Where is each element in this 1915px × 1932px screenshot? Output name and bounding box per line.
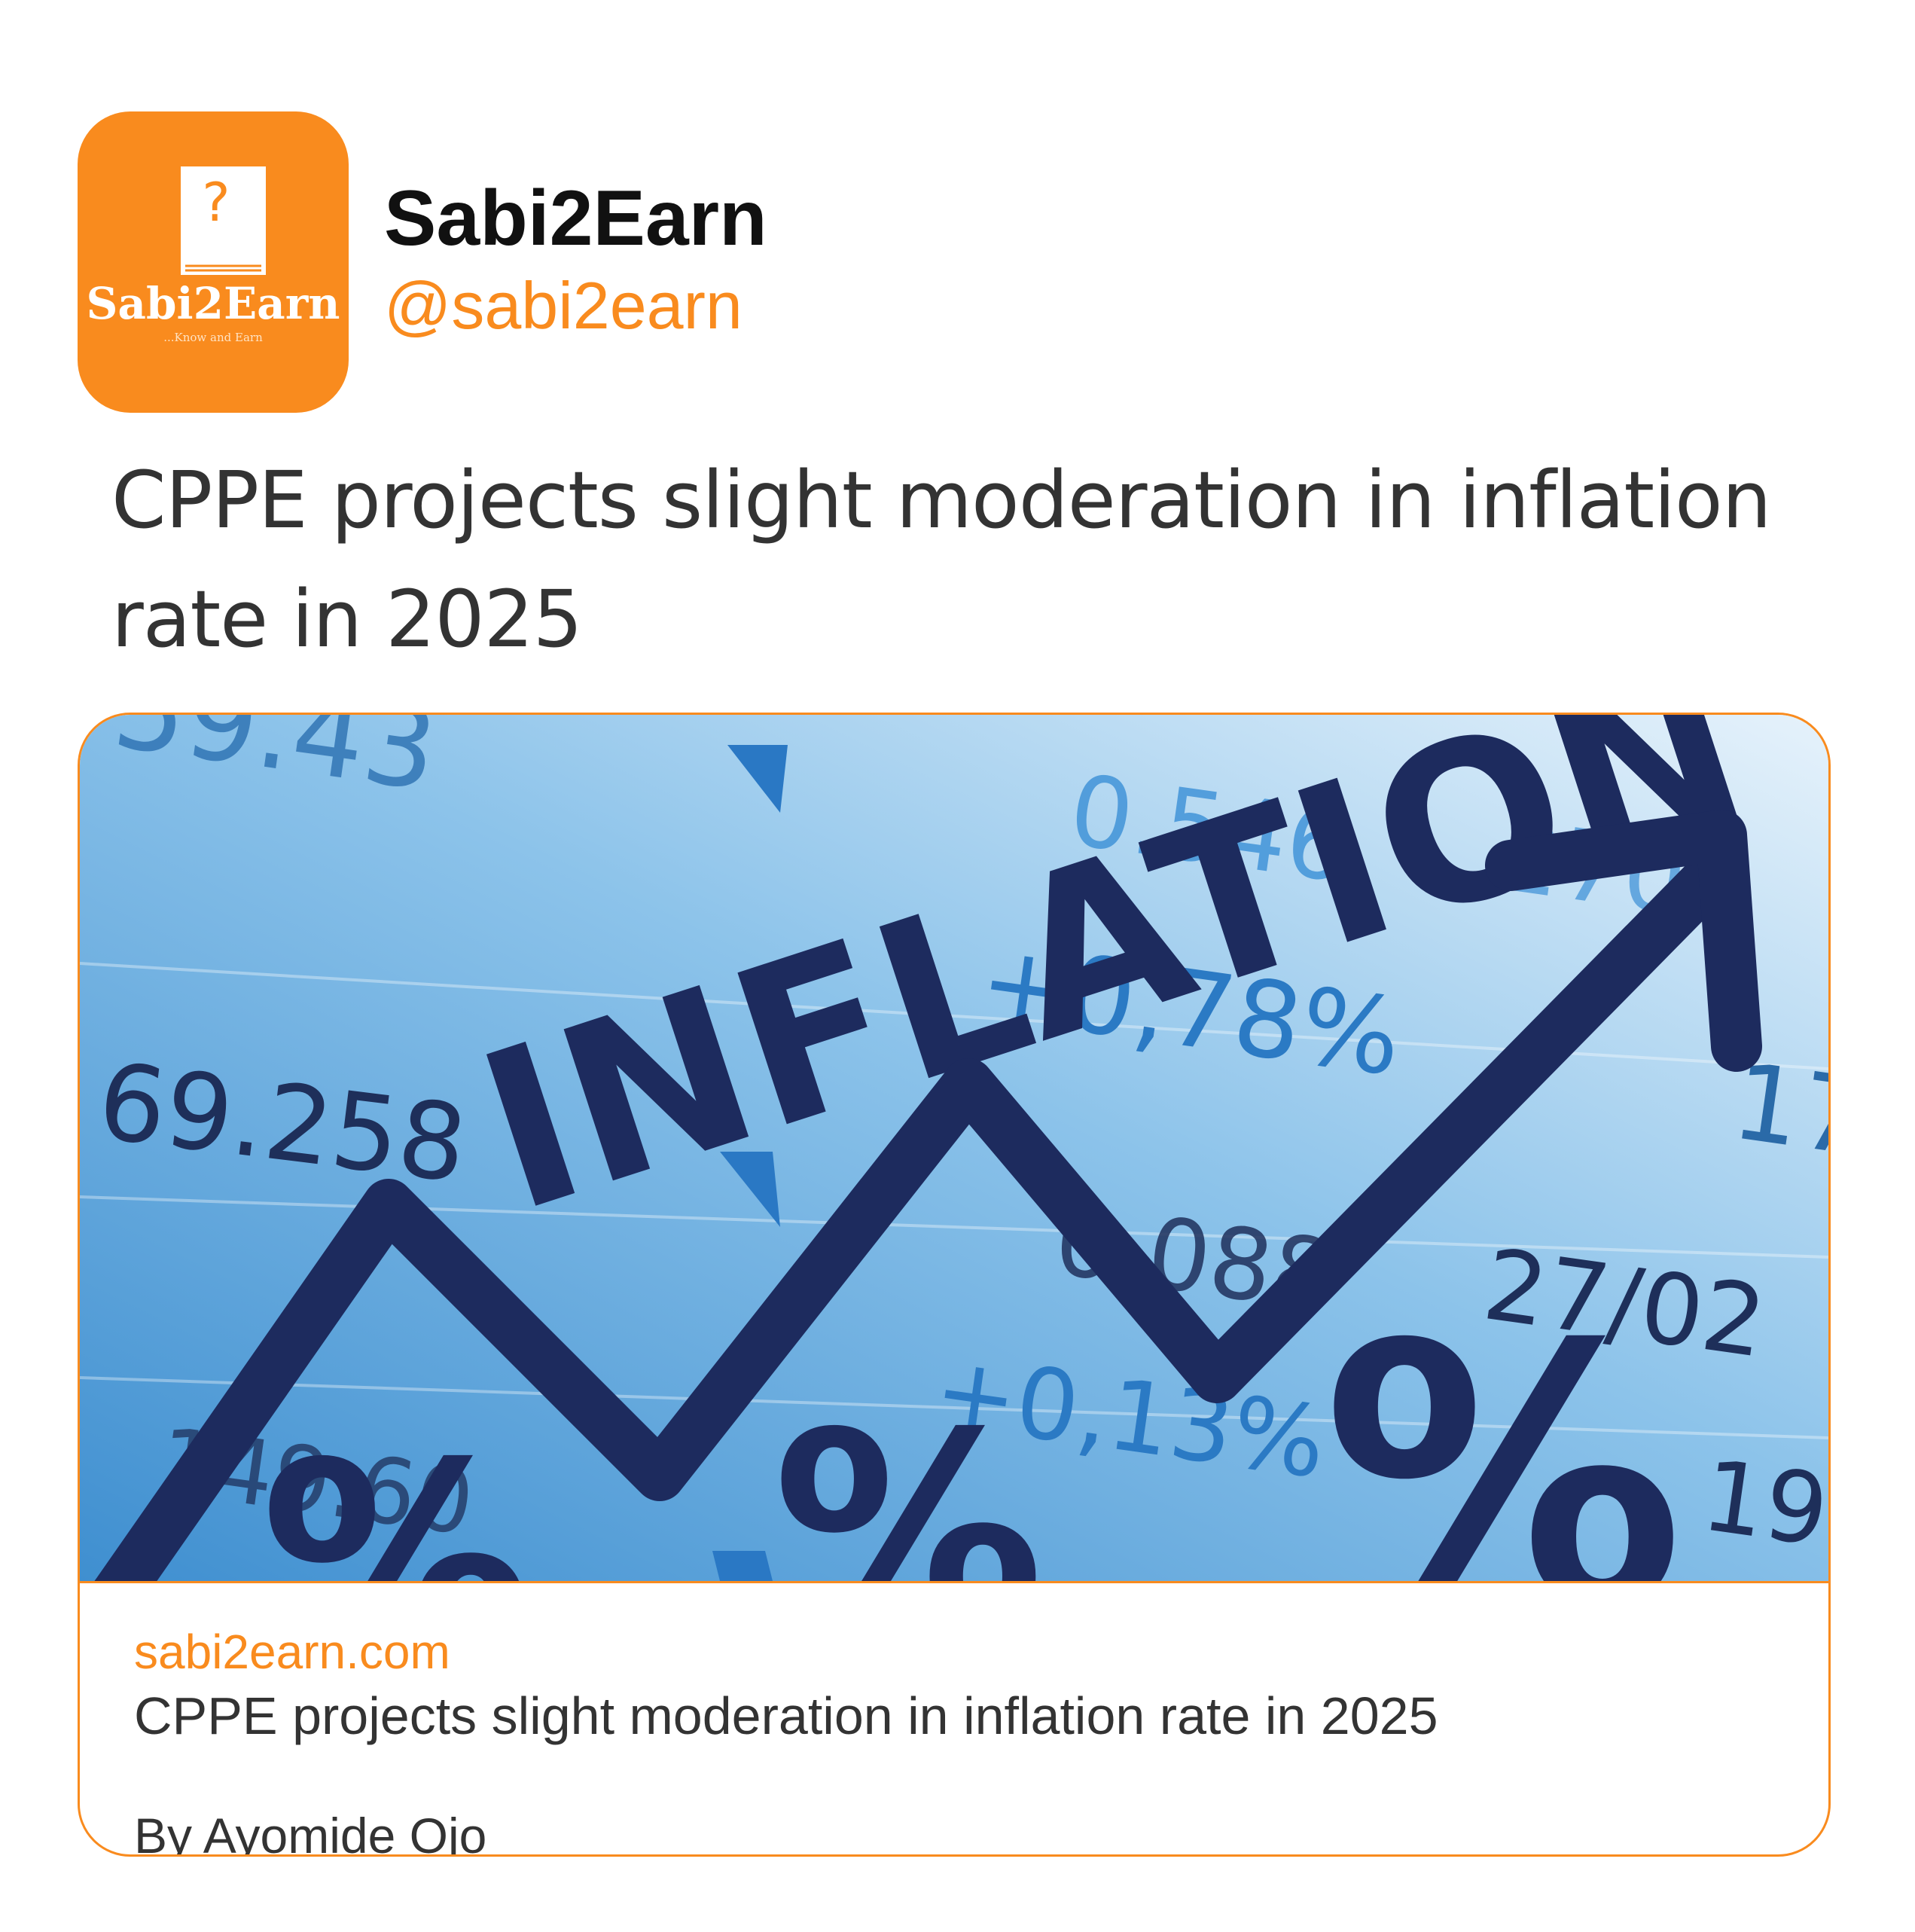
link-card[interactable]: 59.43 69.258 0.546 270 +0,78% 17 0.088 2…	[78, 713, 1831, 1857]
inflation-illustration: 59.43 69.258 0.546 270 +0,78% 17 0.088 2…	[80, 715, 1828, 1581]
triangle-down-icon	[727, 745, 788, 813]
logo-wordmark: Sabi2Earn	[87, 278, 340, 329]
down-arrow-markers	[712, 745, 788, 1581]
sabi2earn-logo: ? Sabi2Earn ...Know and Earn	[87, 166, 340, 344]
card-image[interactable]: 59.43 69.258 0.546 270 +0,78% 17 0.088 2…	[80, 715, 1828, 1581]
account-handle[interactable]: @sabi2earn	[384, 268, 743, 343]
book-icon: ?	[181, 166, 266, 275]
percent-symbol: %	[261, 1405, 532, 1581]
question-mark-glyph: ?	[202, 172, 230, 233]
percent-symbol: %	[773, 1375, 1044, 1581]
logo-tagline: ...Know and Earn	[163, 331, 263, 344]
post-text: CPPE projects slight moderation in infla…	[111, 454, 1772, 665]
percent-symbol: %	[1322, 1268, 1685, 1581]
card-byline: By Ayomide Ojo	[134, 1808, 487, 1857]
arrow-up-icon	[1485, 810, 1762, 1072]
percent-symbols: % % %	[261, 1268, 1685, 1581]
card-divider	[80, 1581, 1828, 1583]
ticker-number: 19	[1696, 1438, 1828, 1569]
account-name[interactable]: Sabi2Earn	[384, 175, 767, 262]
card-title[interactable]: CPPE projects slight moderation in infla…	[134, 1686, 1438, 1745]
triangle-down-icon	[720, 1152, 780, 1227]
account-avatar[interactable]: ? Sabi2Earn ...Know and Earn	[78, 111, 349, 413]
trend-line	[94, 840, 1747, 1581]
triangle-down-icon	[712, 1551, 773, 1581]
card-domain[interactable]: sabi2earn.com	[134, 1625, 450, 1679]
